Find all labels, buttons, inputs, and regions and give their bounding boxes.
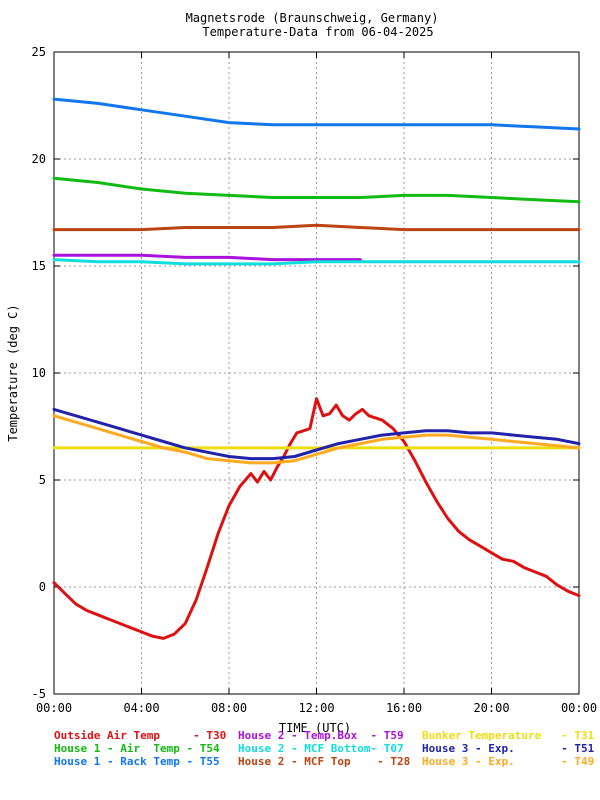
- x-tick-label: 20:00: [473, 701, 509, 715]
- series-line-2: [52, 97, 581, 131]
- series-line-1: [52, 176, 581, 204]
- chart-title: Magnetsrode (Braunschweig, Germany): [186, 11, 439, 25]
- y-tick-label: 25: [32, 45, 46, 59]
- legend-entry-1: House 1 - Air Temp - T54: [54, 742, 220, 755]
- axes: 00:00 04:00 08:00 12:00 16:00 20:00 00:00-5051…: [32, 45, 598, 715]
- grid: [54, 52, 579, 694]
- legend-entry-5: House 2 - MCF Top - T28: [238, 755, 410, 768]
- legend-entry-4: House 2 - MCF Bottom- T07: [238, 742, 404, 755]
- y-axis-label: Temperature (deg C): [6, 304, 20, 441]
- legend-entry-7: House 3 - Exp. - T51: [422, 742, 595, 755]
- x-tick-label: 00:00: [36, 701, 72, 715]
- series-line-8: [52, 414, 581, 465]
- chart-subtitle: Temperature-Data from 06-04-2025: [202, 25, 433, 39]
- x-tick-label: 04:00: [123, 701, 159, 715]
- legend-entry-0: Outside Air Temp - T30: [54, 729, 226, 742]
- x-tick-label: 08:00: [211, 701, 247, 715]
- x-tick-label: 16:00: [386, 701, 422, 715]
- series-line-4: [52, 258, 581, 266]
- x-axis-label: TIME (UTC): [279, 721, 351, 735]
- x-tick-label: 00:00: [561, 701, 597, 715]
- x-tick-label: 12:00: [298, 701, 334, 715]
- series-line-0: [52, 397, 581, 640]
- series-group: [52, 97, 581, 640]
- y-tick-label: -5: [32, 687, 46, 701]
- series-line-7: [52, 407, 581, 461]
- legend-entry-6: Bunker Temperature - T31: [422, 729, 595, 742]
- y-tick-label: 0: [39, 580, 46, 594]
- y-tick-label: 20: [32, 152, 46, 166]
- y-tick-label: 15: [32, 259, 46, 273]
- legend-entry-3: House 2 - Temp.Box - T59: [238, 729, 404, 742]
- legend-entry-2: House 1 - Rack Temp - T55: [54, 755, 220, 768]
- legend-entry-8: House 3 - Exp. - T49: [422, 755, 594, 768]
- series-line-5: [52, 223, 581, 232]
- y-tick-label: 5: [39, 473, 46, 487]
- y-tick-label: 10: [32, 366, 46, 380]
- series-line-3: [52, 253, 362, 262]
